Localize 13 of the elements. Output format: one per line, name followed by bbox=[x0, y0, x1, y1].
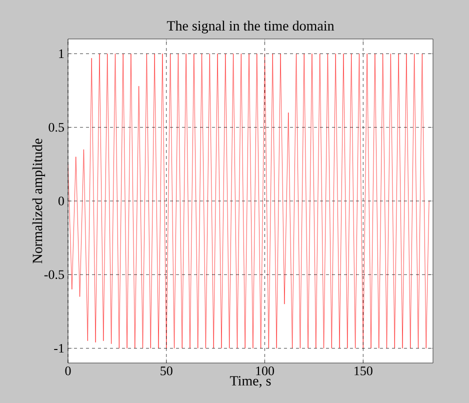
y-tick-label: 1 bbox=[59, 49, 64, 58]
y-tick-label: 0.5 bbox=[48, 122, 64, 132]
y-tick-label: -0.5 bbox=[44, 270, 64, 280]
y-tick-label: 0 bbox=[58, 196, 64, 206]
y-tick-label: -1 bbox=[54, 344, 64, 353]
x-tick-label: 150 bbox=[354, 366, 372, 376]
chart-title: The signal in the time domain bbox=[166, 20, 334, 34]
x-axis-title: Time, s bbox=[230, 376, 271, 388]
x-tick-label: 0 bbox=[65, 366, 71, 376]
x-tick-label: 50 bbox=[160, 366, 172, 376]
y-axis-title: Normalized amplitude bbox=[32, 138, 46, 264]
line-series bbox=[68, 54, 430, 348]
x-tick-label: 100 bbox=[256, 366, 274, 376]
